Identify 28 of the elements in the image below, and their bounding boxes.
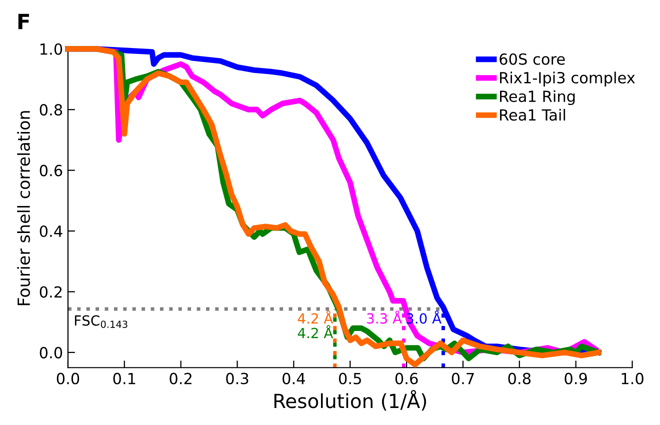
ref-line-label: FSC$_{0.143}$	[74, 315, 128, 328]
y-tick-label: 0.4	[40, 225, 62, 238]
x-axis-title: Resolution (1/Å)	[274, 390, 426, 411]
x-tick-label: 0.4	[282, 372, 305, 384]
ref-line-label: 4.2 Å	[298, 325, 334, 338]
legend-label: 60S core	[500, 53, 565, 65]
x-tick-label: 0.3	[226, 372, 248, 384]
x-tick-label: 0.9	[564, 372, 587, 384]
y-tick-label: 1.0	[40, 43, 62, 55]
x-tick-label: 0.1	[113, 372, 136, 384]
x-tick-label: 0.8	[508, 372, 531, 384]
y-tick-label: 0.8	[40, 104, 62, 116]
legend-label: Rix1-Ipi3 complex	[500, 72, 635, 86]
x-tick-label: 0.0	[56, 372, 80, 384]
ref-line-label: 3.3 Å	[367, 310, 402, 324]
y-axis-title: Fourier shell correlation	[17, 111, 30, 306]
y-tick-label: 0.2	[40, 286, 62, 298]
legend-label: Rea1 Tail	[500, 108, 566, 121]
y-tick-label: 0.6	[40, 164, 62, 176]
x-tick-label: 0.5	[338, 372, 361, 384]
x-tick-label: 1.0	[622, 372, 644, 384]
y-tick-label: 0.0	[40, 346, 62, 358]
chart-title: F	[18, 14, 29, 30]
ref-line-label: 4.2 Å	[298, 310, 334, 324]
x-tick-label: 0.6	[395, 372, 418, 384]
x-tick-label: 0.2	[170, 372, 192, 384]
x-tick-label: 0.7	[452, 372, 474, 384]
legend-label: Rea1 Ring	[500, 90, 575, 106]
